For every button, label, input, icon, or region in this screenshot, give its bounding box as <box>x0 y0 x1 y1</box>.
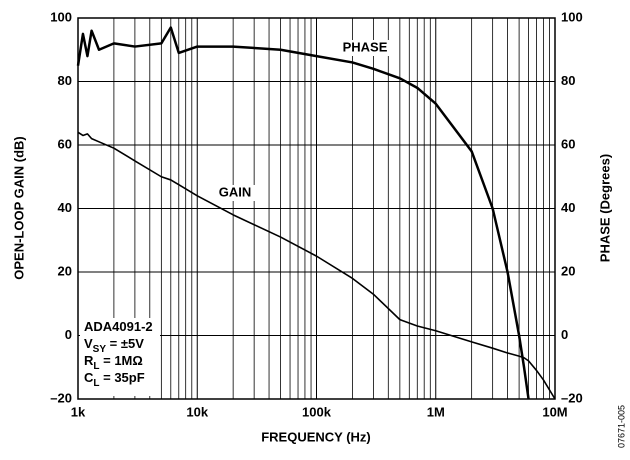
annotation-after: = 35pF <box>100 370 145 385</box>
y2-tick-label: 0 <box>561 327 568 342</box>
annotation-after: = 1MΩ <box>100 353 143 368</box>
y2-tick-label: 20 <box>561 263 575 278</box>
y-tick-label: 80 <box>58 73 72 88</box>
y-tick-label: –20 <box>50 390 72 405</box>
series-label: PHASE <box>343 39 388 54</box>
x-tick-label: 100k <box>302 404 332 419</box>
annotation-bg <box>80 318 160 396</box>
annotation-sub: SY <box>93 344 107 355</box>
y2-tick-label: –20 <box>561 390 583 405</box>
y-tick-label: 0 <box>65 327 72 342</box>
annotation-sub: L <box>93 361 99 372</box>
y2-tick-label: 100 <box>561 9 583 24</box>
y2-tick-label: 40 <box>561 200 575 215</box>
annotation-line: CL = 35pF <box>84 370 145 388</box>
annotation-text: V <box>84 336 93 351</box>
series-line <box>76 26 530 400</box>
x-tick-label: 10M <box>542 404 567 419</box>
y-tick-label: 40 <box>58 200 72 215</box>
annotation-line: ADA4091-2 <box>84 319 153 334</box>
x-tick-label: 1M <box>427 404 445 419</box>
y2-tick-label: 60 <box>561 136 575 151</box>
series-label-bg <box>211 185 259 201</box>
x-tick-label: 1k <box>71 404 86 419</box>
figure-id: 07671-005 <box>616 405 626 448</box>
y-tick-label: 20 <box>58 263 72 278</box>
x-tick-label: 10k <box>186 404 208 419</box>
annotation-after: = ±5V <box>106 336 144 351</box>
annotation-text: R <box>84 353 94 368</box>
series-label: GAIN <box>219 184 252 199</box>
y2-tick-label: 80 <box>561 73 575 88</box>
y-tick-label: 60 <box>58 136 72 151</box>
y-axis-label: OPEN-LOOP GAIN (dB) <box>11 136 26 279</box>
annotation-text: ADA4091-2 <box>84 319 153 334</box>
annotation-line: VSY = ±5V <box>84 336 144 354</box>
y-tick-label: 100 <box>50 9 72 24</box>
annotation-line: RL = 1MΩ <box>84 353 143 371</box>
y2-axis-label: PHASE (Degrees) <box>597 154 612 262</box>
x-axis-label: FREQUENCY (Hz) <box>261 429 371 444</box>
plot-frame <box>77 17 556 400</box>
series-label-bg <box>341 40 389 56</box>
annotation-sub: L <box>93 378 99 389</box>
annotation-text: C <box>84 370 94 385</box>
